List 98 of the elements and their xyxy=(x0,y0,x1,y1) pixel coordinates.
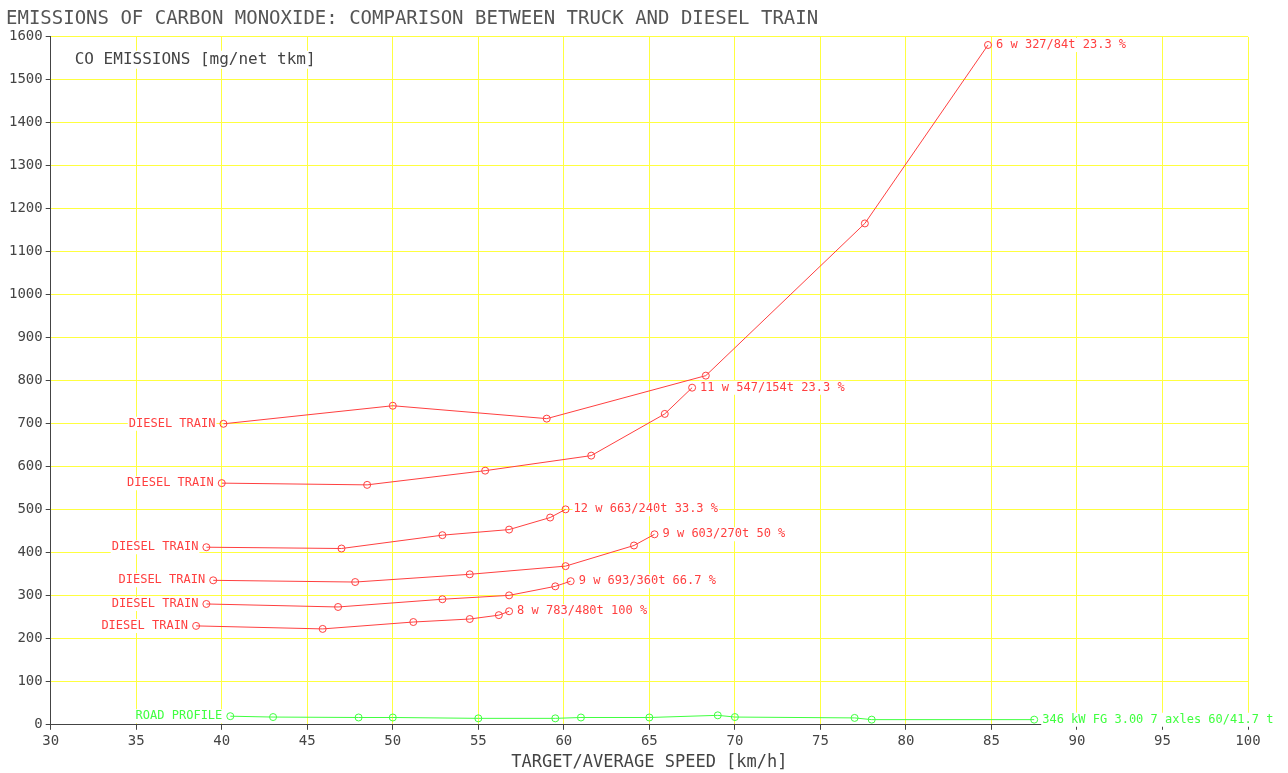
y-tick-label: 700 xyxy=(17,414,43,431)
annotation: 346 kW FG 3.00 7 axles 60/41.7 t xyxy=(1042,711,1274,726)
y-axis-title: CO EMISSIONS [mg/net tkm] xyxy=(74,48,316,68)
chart-title: EMISSIONS OF CARBON MONOXIDE: COMPARISON BETWEEN TRUCK AND DIESEL TRAIN xyxy=(6,6,819,29)
point xyxy=(388,401,397,410)
y-tick-label: 0 xyxy=(34,715,43,732)
point xyxy=(730,713,739,722)
point xyxy=(202,599,211,608)
point xyxy=(629,541,638,550)
point xyxy=(438,531,447,540)
point xyxy=(334,602,343,611)
point xyxy=(318,624,327,633)
point xyxy=(465,570,474,579)
x-tick-label: 70 xyxy=(726,731,744,748)
point xyxy=(269,713,278,722)
x-tick-label: 35 xyxy=(127,731,145,748)
point xyxy=(481,466,490,475)
series-label: DIESEL TRAIN xyxy=(101,618,189,633)
point xyxy=(465,615,474,624)
x-tick-label: 55 xyxy=(469,731,487,748)
x-tick-label: 30 xyxy=(42,731,60,748)
y-tick-label: 1300 xyxy=(9,156,43,173)
y-tick-label: 900 xyxy=(17,328,43,345)
x-tick-label: 80 xyxy=(897,731,915,748)
x-tick-label: 85 xyxy=(983,731,1000,748)
point xyxy=(351,578,360,587)
x-tick-label: 60 xyxy=(555,731,573,748)
y-tick-label: 1000 xyxy=(9,285,43,302)
y-tick-label: 400 xyxy=(17,543,43,560)
annotation: 6 w 327/84t 23.3 % xyxy=(996,37,1127,52)
x-tick-label: 95 xyxy=(1154,731,1171,748)
point xyxy=(354,713,363,722)
point xyxy=(645,713,654,722)
point xyxy=(438,595,447,604)
x-tick-label: 65 xyxy=(640,731,658,748)
x-axis-title: TARGET/AVERAGE SPEED [km/h] xyxy=(511,751,788,772)
annotation: 11 w 547/154t 23.3 % xyxy=(700,379,846,394)
point xyxy=(226,712,235,721)
x-tick-label: 75 xyxy=(811,731,829,748)
series-label: DIESEL TRAIN xyxy=(127,475,214,490)
point xyxy=(660,409,669,418)
point xyxy=(219,419,228,428)
y-tick-label: 500 xyxy=(17,500,43,517)
x-tick-label: 40 xyxy=(213,731,231,748)
y-tick-label: 800 xyxy=(17,371,43,388)
x-tick-label: 50 xyxy=(384,731,402,748)
y-tick-label: 300 xyxy=(17,586,43,603)
y-tick-label: 600 xyxy=(17,457,43,474)
y-tick-label: 1600 xyxy=(9,27,43,44)
point xyxy=(217,479,226,488)
point xyxy=(561,562,570,571)
point xyxy=(566,577,575,586)
point xyxy=(202,543,211,552)
series-label: DIESEL TRAIN xyxy=(111,596,199,611)
y-tick-label: 1200 xyxy=(9,199,43,216)
annotation: 8 w 783/480t 100 % xyxy=(517,603,648,618)
point xyxy=(1030,715,1039,724)
point xyxy=(860,219,869,228)
point xyxy=(494,611,503,620)
series-label: DIESEL TRAIN xyxy=(111,539,199,554)
point xyxy=(542,414,551,423)
y-tick-label: 1500 xyxy=(9,70,43,87)
x-tick-label: 45 xyxy=(298,731,316,748)
point xyxy=(388,713,397,722)
point xyxy=(576,713,585,722)
point xyxy=(505,525,514,534)
point xyxy=(688,383,697,392)
y-tick-label: 1100 xyxy=(9,242,43,259)
point xyxy=(192,621,201,630)
series-label: ROAD PROFILE xyxy=(135,708,223,723)
point xyxy=(984,40,993,49)
point xyxy=(701,371,710,380)
y-tick-label: 1400 xyxy=(9,113,43,130)
point xyxy=(867,715,876,724)
annotation: 9 w 693/360t 66.7 % xyxy=(578,573,717,588)
point xyxy=(551,582,560,591)
point xyxy=(474,714,483,723)
point xyxy=(650,530,659,539)
point xyxy=(546,513,555,522)
point xyxy=(505,607,514,616)
x-tick-label: 90 xyxy=(1068,731,1086,748)
point xyxy=(505,591,514,600)
point xyxy=(209,576,218,585)
x-tick-label: 100 xyxy=(1235,731,1261,748)
y-tick-label: 200 xyxy=(17,629,43,646)
series-label: DIESEL TRAIN xyxy=(118,572,206,587)
point xyxy=(409,618,418,627)
point xyxy=(587,451,596,460)
annotation: 12 w 663/240t 33.3 % xyxy=(573,501,719,516)
series-label: DIESEL TRAIN xyxy=(128,415,216,430)
annotation: 9 w 603/270t 50 % xyxy=(662,526,787,541)
point xyxy=(850,713,859,722)
point xyxy=(337,544,346,553)
point xyxy=(713,711,722,720)
point xyxy=(561,505,570,514)
point xyxy=(551,714,560,723)
y-tick-label: 100 xyxy=(17,672,43,689)
point xyxy=(363,480,372,489)
